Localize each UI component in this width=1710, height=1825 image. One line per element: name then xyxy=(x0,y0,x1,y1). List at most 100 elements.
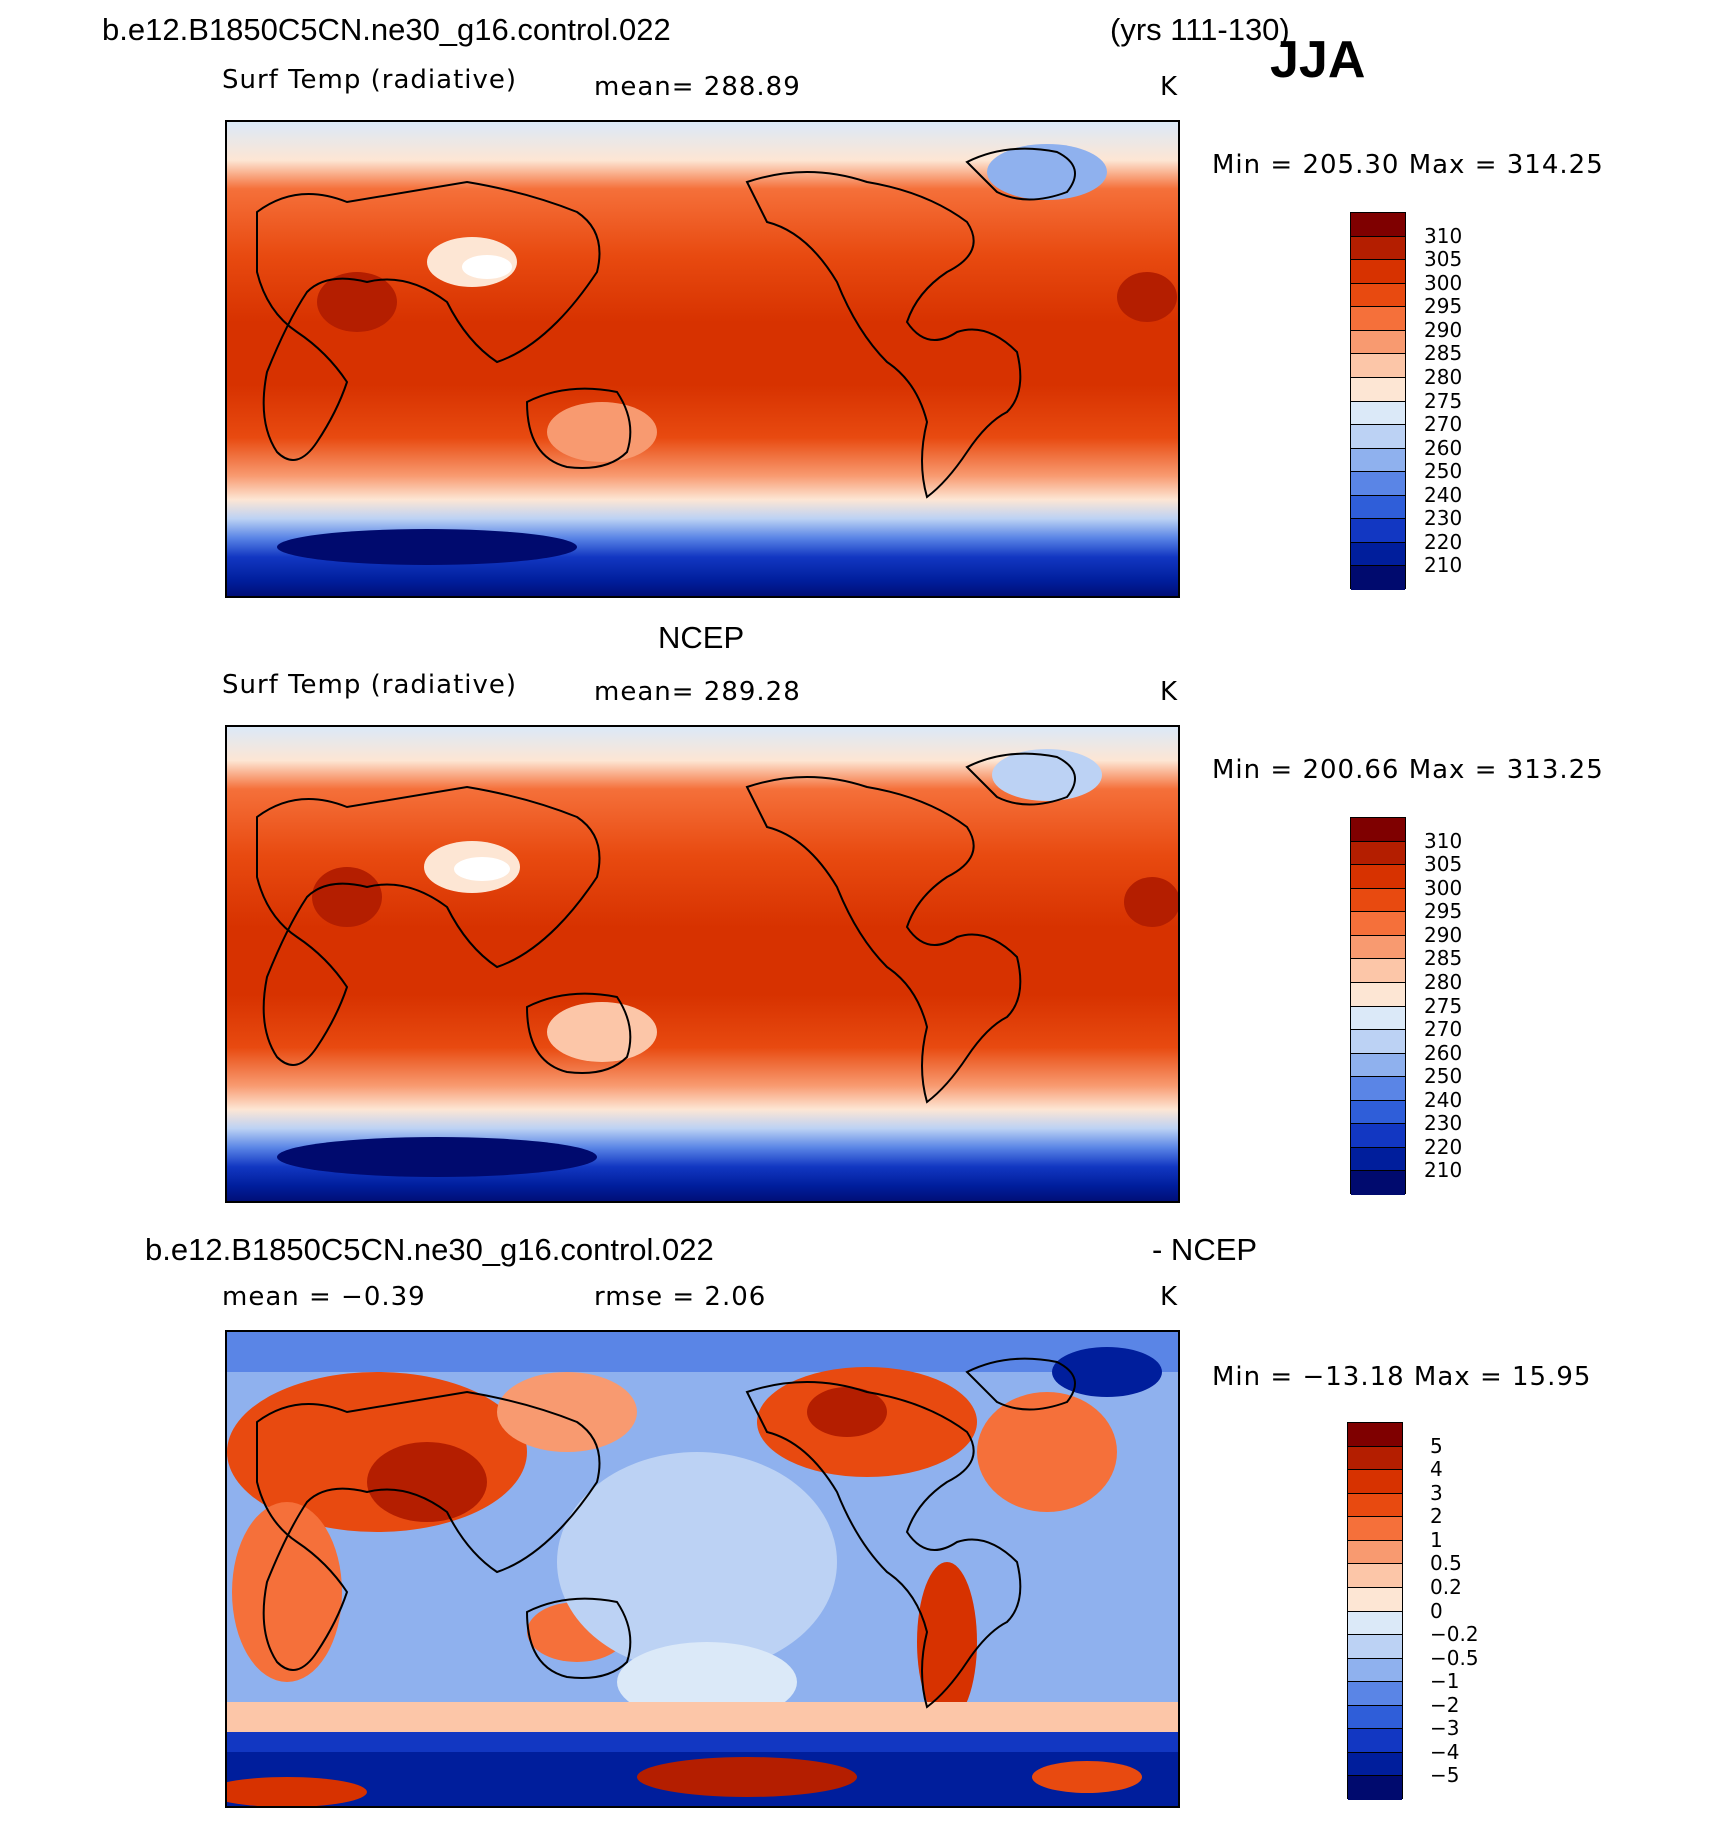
units-label: K xyxy=(1160,1282,1179,1312)
colorbar-swatch xyxy=(1351,283,1405,308)
colorbar-tick-label: 250 xyxy=(1424,459,1463,484)
colorbar-swatch xyxy=(1348,1423,1402,1447)
colorbar-tick-label: 305 xyxy=(1424,247,1463,272)
colorbar-tick-label: 280 xyxy=(1424,969,1463,994)
panel-title-left: b.e12.B1850C5CN.ne30_g16.control.022 xyxy=(145,1232,714,1267)
colorbar-tick-label: 250 xyxy=(1424,1064,1463,1089)
colorbar-swatch xyxy=(1348,1470,1402,1494)
temperature-map xyxy=(225,120,1180,598)
colorbar-swatch xyxy=(1351,1124,1405,1148)
colorbar-swatch xyxy=(1351,448,1405,473)
colorbar-swatch xyxy=(1351,307,1405,331)
colorbar-swatch xyxy=(1348,1752,1402,1777)
colorbar-swatch xyxy=(1351,354,1405,378)
colorbar-swatch xyxy=(1351,1077,1405,1101)
colorbar-tick-label: 285 xyxy=(1424,946,1463,971)
colorbar-tick-label: 210 xyxy=(1424,1158,1463,1183)
colorbar-tick-label: 0 xyxy=(1430,1598,1443,1623)
colorbar-tick-label: 230 xyxy=(1424,1111,1463,1136)
coastlines xyxy=(256,147,1076,499)
colorbar-tick-label: 275 xyxy=(1424,388,1463,413)
mean-value: mean = −0.39 xyxy=(222,1282,426,1312)
colorbar-tick-label: 4 xyxy=(1430,1457,1443,1482)
colorbar-tick-label: 310 xyxy=(1424,223,1463,248)
colorbar-tick-label: 1 xyxy=(1430,1527,1443,1552)
colorbar-swatch xyxy=(1351,1053,1405,1078)
rmse-value: rmse = 2.06 xyxy=(594,1282,767,1312)
variable-label: Surf Temp (radiative) xyxy=(222,670,518,700)
min-max-label: Min = −13.18 Max = 15.95 xyxy=(1212,1362,1592,1392)
map-canvas xyxy=(227,1332,1178,1806)
colorbar-swatch xyxy=(1351,330,1405,355)
colorbar-swatch xyxy=(1348,1658,1402,1683)
colorbar-swatch xyxy=(1348,1635,1402,1659)
units-label: K xyxy=(1160,72,1179,102)
colorbar-swatch xyxy=(1351,1030,1405,1054)
colorbar-tick-label: −5 xyxy=(1430,1763,1460,1788)
colorbar-swatch xyxy=(1348,1682,1402,1706)
panel-title-right: - NCEP xyxy=(1152,1232,1258,1267)
colorbar-tick-label: 290 xyxy=(1424,317,1463,342)
colorbar-swatch xyxy=(1351,959,1405,983)
colorbar-swatch xyxy=(1351,818,1405,842)
mean-value: mean= 289.28 xyxy=(594,677,801,707)
colorbar-swatches xyxy=(1351,213,1405,590)
colorbar-swatch xyxy=(1351,401,1405,426)
coastlines xyxy=(256,752,1076,1104)
colorbar-tick-label: 230 xyxy=(1424,506,1463,531)
colorbar-swatch xyxy=(1351,982,1405,1007)
colorbar-tick-label: 295 xyxy=(1424,899,1463,924)
years-range: (yrs 111-130) xyxy=(1110,12,1290,47)
colorbar-tick-label: 305 xyxy=(1424,852,1463,877)
variable-label: Surf Temp (radiative) xyxy=(222,65,518,95)
colorbar-tick-label: 270 xyxy=(1424,1017,1463,1042)
colorbar-tick-label: 260 xyxy=(1424,1040,1463,1065)
colorbar-swatch xyxy=(1351,472,1405,496)
colorbar-tick-label: 0.5 xyxy=(1430,1551,1462,1576)
colorbar-swatch xyxy=(1348,1587,1402,1612)
colorbar-tick-label: 5 xyxy=(1430,1433,1443,1458)
colorbar-swatch xyxy=(1351,519,1405,543)
colorbar-tick-label: 300 xyxy=(1424,875,1463,900)
colorbar-tick-label: 3 xyxy=(1430,1480,1443,1505)
colorbar-swatch xyxy=(1351,213,1405,237)
colorbar-tick-label: 310 xyxy=(1424,828,1463,853)
colorbar-tick-label: 290 xyxy=(1424,922,1463,947)
colorbar-swatch xyxy=(1351,260,1405,284)
colorbar-tick-label: −2 xyxy=(1430,1692,1460,1717)
colorbar-swatch xyxy=(1348,1729,1402,1753)
colorbar-swatch xyxy=(1348,1776,1402,1800)
colorbar xyxy=(1347,1422,1403,1800)
colorbar-tick-label: 280 xyxy=(1424,364,1463,389)
case-name: b.e12.B1850C5CN.ne30_g16.control.022 xyxy=(102,12,671,47)
colorbar-tick-label: 0.2 xyxy=(1430,1574,1462,1599)
colorbar-swatch xyxy=(1348,1705,1402,1730)
colorbar-tick-label: −3 xyxy=(1430,1716,1460,1741)
units-label: K xyxy=(1160,677,1179,707)
colorbar-tick-label: −0.2 xyxy=(1430,1622,1479,1647)
season-label: JJA xyxy=(1270,31,1366,89)
colorbar xyxy=(1350,817,1406,1195)
colorbar-tick-label: 275 xyxy=(1424,993,1463,1018)
colorbar-swatches xyxy=(1348,1423,1402,1800)
map-canvas xyxy=(227,122,1178,596)
colorbar-tick-label: 295 xyxy=(1424,294,1463,319)
colorbar-tick-label: 270 xyxy=(1424,412,1463,437)
colorbar-tick-label: 285 xyxy=(1424,341,1463,366)
colorbar-swatch xyxy=(1351,542,1405,567)
colorbar-swatch xyxy=(1348,1611,1402,1636)
min-max-label: Min = 200.66 Max = 313.25 xyxy=(1212,755,1604,785)
colorbar-swatch xyxy=(1351,1171,1405,1195)
colorbar-tick-label: 260 xyxy=(1424,435,1463,460)
colorbar-swatch xyxy=(1351,1147,1405,1172)
colorbar-tick-label: 240 xyxy=(1424,482,1463,507)
colorbar-swatch xyxy=(1351,865,1405,889)
colorbar-swatches xyxy=(1351,818,1405,1195)
colorbar-tick-label: −4 xyxy=(1430,1739,1460,1764)
colorbar-swatch xyxy=(1351,1006,1405,1031)
colorbar-swatch xyxy=(1348,1564,1402,1588)
colorbar-swatch xyxy=(1351,495,1405,520)
colorbar-swatch xyxy=(1351,888,1405,913)
temperature-map xyxy=(225,725,1180,1203)
map-canvas xyxy=(227,727,1178,1201)
